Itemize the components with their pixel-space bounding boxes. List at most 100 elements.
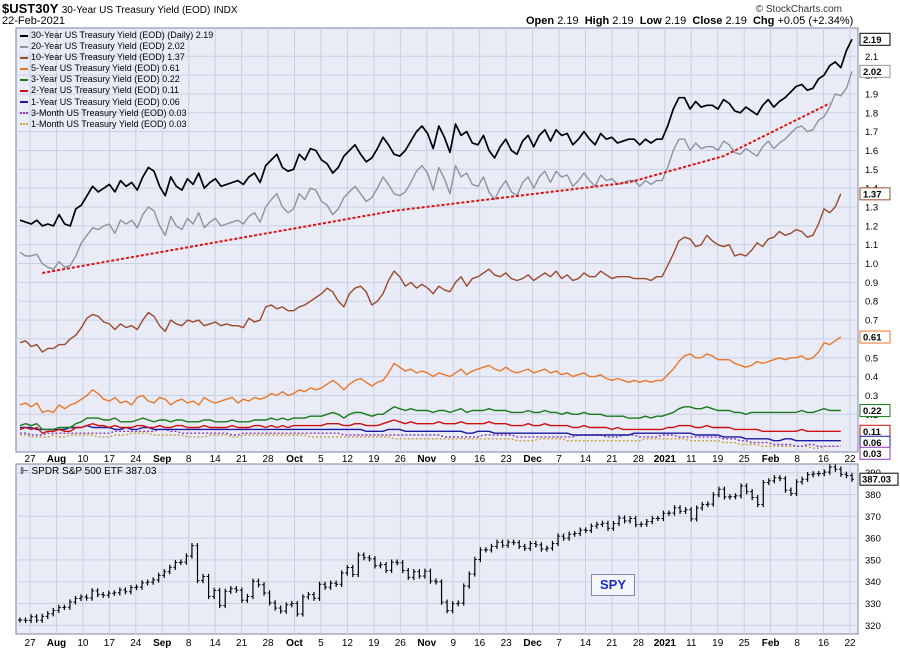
last-value-tag — [859, 32, 891, 46]
legend-label: 20-Year US Treasury Yield (EOD) 2.02 — [31, 41, 185, 52]
yield-legend: 30-Year US Treasury Yield (EOD) (Daily) … — [20, 30, 213, 130]
x-tick-label: 14 — [580, 454, 592, 465]
chg-value: +0.05 (+2.34%) — [777, 15, 854, 27]
y-tick-label: 0.4 — [865, 372, 878, 383]
close-value: 2.19 — [725, 15, 747, 27]
series-line — [20, 424, 841, 442]
x-tick-label: 16 — [474, 638, 486, 649]
series-line — [19, 336, 842, 414]
x-tick-label: 14 — [210, 638, 222, 649]
series-line — [19, 38, 853, 227]
y-tick-label: 1.8 — [865, 108, 878, 119]
y-tick-label: 0.3 — [865, 391, 878, 402]
legend-item: 20-Year US Treasury Yield (EOD) 2.02 — [20, 41, 213, 52]
legend-swatch — [20, 56, 28, 59]
x-tick-label: 16 — [474, 454, 486, 465]
open-label: Open — [526, 15, 555, 27]
chart-title: $UST30Y 30-Year US Treasury Yield (EOD) … — [2, 1, 238, 16]
x-tick-label: 19 — [368, 638, 380, 649]
last-value-tag-label: 1.37 — [863, 189, 882, 200]
legend-item: 1-Month US Treasury Yield (EOD) 0.03 — [20, 119, 213, 130]
x-tick-label: 2021 — [654, 454, 677, 465]
last-value-tag — [859, 446, 891, 460]
x-tick-label: 9 — [450, 454, 456, 465]
y-tick-label: 350 — [865, 555, 881, 566]
x-tick-label: 17 — [104, 638, 116, 649]
x-tick-label: 25 — [739, 454, 751, 465]
last-value-tag-label: 0.06 — [863, 438, 882, 449]
legend-label: 1-Month US Treasury Yield (EOD) 0.03 — [31, 118, 187, 129]
x-tick-label: 22 — [844, 454, 856, 465]
x-tick-label: 7 — [556, 454, 562, 465]
legend-swatch — [20, 101, 28, 104]
legend-swatch — [20, 45, 28, 48]
series-line — [19, 406, 841, 431]
x-tick-label: 10 — [77, 638, 89, 649]
legend-item: 5-Year US Treasury Yield (EOD) 0.61 — [20, 63, 213, 74]
x-tick-label: 10 — [77, 454, 89, 465]
x-tick-label: Nov — [417, 638, 436, 649]
x-tick-label: 8 — [186, 454, 192, 465]
ohlc-readout: Open 2.19 High 2.19 Low 2.19 Close 2.19 … — [526, 15, 853, 27]
symbol-description: 30-Year US Treasury Yield (EOD) — [61, 5, 211, 16]
x-tick-label: Oct — [286, 454, 303, 465]
y-tick-label: 0.9 — [865, 278, 878, 289]
x-tick-label: 12 — [342, 454, 354, 465]
y-tick-label: 1.2 — [865, 221, 878, 232]
series-line — [19, 71, 853, 270]
legend-item: 1-Year US Treasury Yield (EOD) 0.06 — [20, 97, 213, 108]
legend-item: 3-Month US Treasury Yield (EOD) 0.03 — [20, 108, 213, 119]
x-tick-label: Dec — [523, 638, 542, 649]
x-tick-label: Feb — [762, 454, 780, 465]
series-line — [19, 419, 841, 434]
x-tick-label: 16 — [818, 638, 830, 649]
x-tick-label: Aug — [47, 638, 66, 649]
x-tick-label: 21 — [606, 454, 618, 465]
x-tick-label: 14 — [210, 454, 222, 465]
x-tick-label: 28 — [263, 454, 275, 465]
x-tick-label: 19 — [712, 454, 724, 465]
last-value-tag-label: 0.11 — [863, 427, 882, 438]
y-tick-label: 0.5 — [865, 353, 878, 364]
y-tick-label: 320 — [865, 621, 881, 632]
legend-swatch — [20, 79, 28, 81]
x-tick-label: 11 — [686, 454, 697, 465]
legend-item: 3-Year US Treasury Yield (EOD) 0.22 — [20, 74, 213, 85]
x-tick-label: 24 — [130, 638, 142, 649]
last-value-tag — [859, 330, 891, 344]
trendline — [42, 102, 831, 274]
x-tick-label: 12 — [342, 638, 354, 649]
series-line — [20, 432, 841, 449]
x-tick-label: 27 — [24, 454, 36, 465]
legend-label: 5-Year US Treasury Yield (EOD) 0.61 — [31, 63, 180, 74]
y-tick-label: 1.3 — [865, 203, 878, 214]
x-tick-label: 16 — [818, 454, 830, 465]
x-tick-label: Sep — [153, 638, 171, 649]
open-value: 2.19 — [557, 15, 579, 27]
x-tick-label: 21 — [606, 638, 618, 649]
y-tick-label: 330 — [865, 599, 881, 610]
legend-item: 10-Year US Treasury Yield (EOD) 1.37 — [20, 52, 213, 63]
exchange: INDX — [213, 5, 238, 16]
x-tick-label: 26 — [395, 454, 407, 465]
chart-date: 22-Feb-2021 — [2, 15, 65, 27]
chg-label: Chg — [752, 15, 775, 27]
x-tick-label: Feb — [762, 638, 780, 649]
y-tick-label: 0.7 — [865, 316, 878, 327]
x-tick-label: 23 — [501, 638, 513, 649]
x-tick-label: 5 — [318, 454, 324, 465]
spy-legend: ⊩ SPDR S&P 500 ETF 387.03 — [20, 466, 156, 477]
series-line — [19, 193, 842, 353]
brand-credit: © StockCharts.com — [755, 4, 842, 15]
last-value-tag-label: 0.61 — [863, 333, 882, 344]
x-tick-label: Nov — [417, 454, 436, 465]
legend-swatch — [20, 90, 28, 93]
x-tick-label: Dec — [523, 454, 542, 465]
x-tick-label: Oct — [286, 638, 303, 649]
legend-item: 2-Year US Treasury Yield (EOD) 0.11 — [20, 85, 213, 96]
legend-label: 3-Month US Treasury Yield (EOD) 0.03 — [31, 107, 187, 118]
high-value: 2.19 — [612, 15, 634, 27]
y-tick-label: 1.0 — [865, 259, 878, 270]
y-tick-label: 1.5 — [865, 165, 878, 176]
x-tick-label: 9 — [450, 638, 456, 649]
